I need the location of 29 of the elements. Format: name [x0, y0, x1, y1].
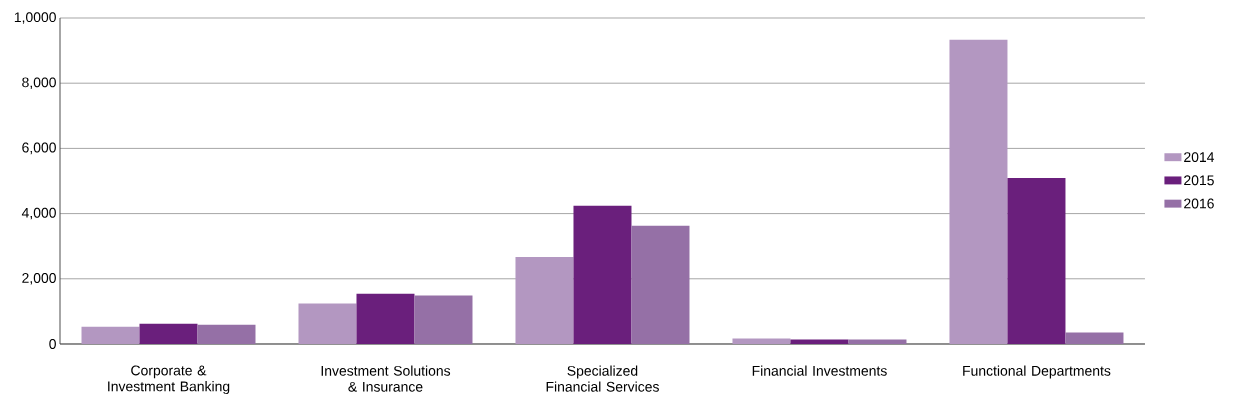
y-tick-label: 4,000 — [21, 207, 56, 220]
bar — [790, 339, 849, 344]
bar — [848, 339, 907, 344]
legend-label: 2015 — [1184, 175, 1214, 186]
legend-label: 2016 — [1184, 198, 1214, 209]
x-tick-label: Financial Investments — [752, 365, 887, 376]
bar — [1065, 332, 1124, 344]
x-tick-label: Specialized Financial Services — [546, 365, 659, 392]
bar — [414, 295, 473, 344]
bar — [515, 256, 574, 344]
bar — [298, 303, 357, 344]
bar — [732, 338, 791, 344]
bar — [356, 293, 415, 344]
bar — [139, 323, 198, 344]
x-tick-label: Functional Departments — [963, 365, 1111, 379]
x-tick-label: Investment Solutions & Insurance — [321, 365, 451, 392]
y-tick-label: 6,000 — [22, 142, 56, 155]
legend-label: 2014 — [1184, 152, 1215, 163]
x-tick-label: Corporate & Investment Banking — [108, 365, 230, 395]
bar — [949, 39, 1008, 344]
y-tick-label: 0 — [49, 339, 56, 349]
y-tick-label: 8,000 — [22, 77, 56, 89]
bar — [197, 324, 256, 344]
bar — [81, 326, 140, 344]
y-tick-label: 2,000 — [22, 273, 56, 285]
y-tick-label: 1,0000 — [14, 12, 56, 24]
bar — [631, 225, 690, 344]
bar — [573, 205, 632, 344]
bar — [1007, 178, 1066, 344]
